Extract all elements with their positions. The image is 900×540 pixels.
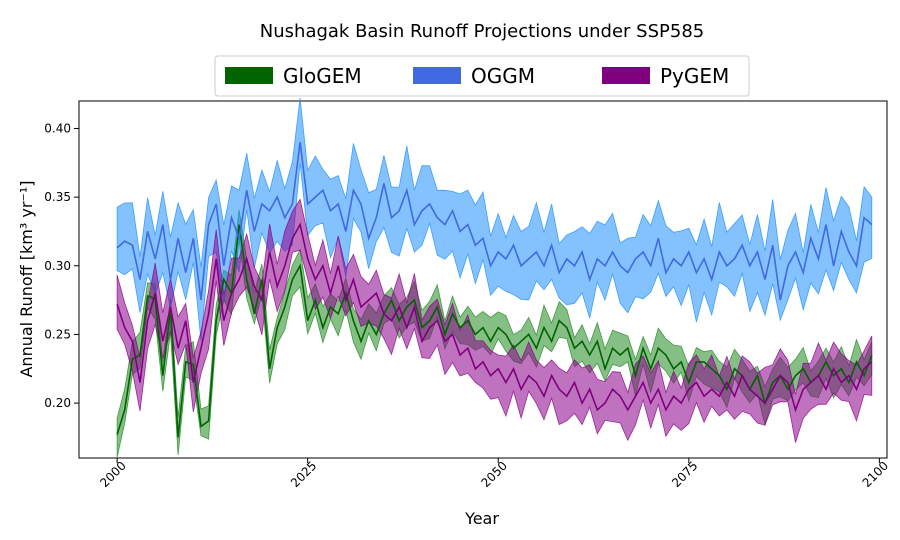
band-pygem	[116, 198, 873, 443]
uncertainty-bands	[116, 98, 873, 458]
x-tick-label: 2100	[860, 459, 891, 490]
x-tick-label: 2050	[478, 459, 509, 490]
series-lines	[116, 142, 873, 438]
plot-area: 2000 2025 2050 2075 2100 0.20 0.25 0.30 0.35 0.4…	[44, 98, 891, 490]
x-tick-label: 2000	[97, 459, 128, 490]
legend-swatch-glogem	[225, 67, 273, 84]
y-tick-label: 0.40	[44, 121, 71, 135]
legend-label-oggm: OGGM	[471, 64, 535, 88]
x-axis-title: Year	[464, 509, 499, 528]
x-axis-ticks: 2000 2025 2050 2075 2100	[97, 458, 891, 490]
x-tick-label: 2075	[669, 459, 700, 490]
legend-swatch-oggm	[413, 67, 461, 84]
legend-swatch-pygem	[602, 67, 650, 84]
y-axis-ticks: 0.20 0.25 0.30 0.35 0.40	[44, 121, 79, 410]
plot-frame	[78, 100, 888, 459]
chart-title: Nushagak Basin Runoff Projections under …	[260, 21, 704, 42]
x-tick-label: 2025	[288, 459, 319, 490]
legend-label-glogem: GloGEM	[283, 64, 362, 88]
band-oggm	[116, 98, 873, 341]
y-tick-label: 0.35	[44, 190, 71, 204]
legend-frame	[214, 55, 750, 97]
legend: GloGEM OGGM PyGEM	[214, 55, 750, 97]
line-pygem	[116, 222, 873, 413]
y-tick-label: 0.30	[44, 259, 71, 273]
legend-label-pygem: PyGEM	[660, 64, 729, 88]
y-axis-title: Annual Runoff [km³ yr⁻¹]	[17, 180, 36, 377]
line-oggm	[116, 142, 873, 301]
y-tick-label: 0.25	[44, 327, 71, 341]
y-tick-label: 0.20	[44, 396, 71, 410]
